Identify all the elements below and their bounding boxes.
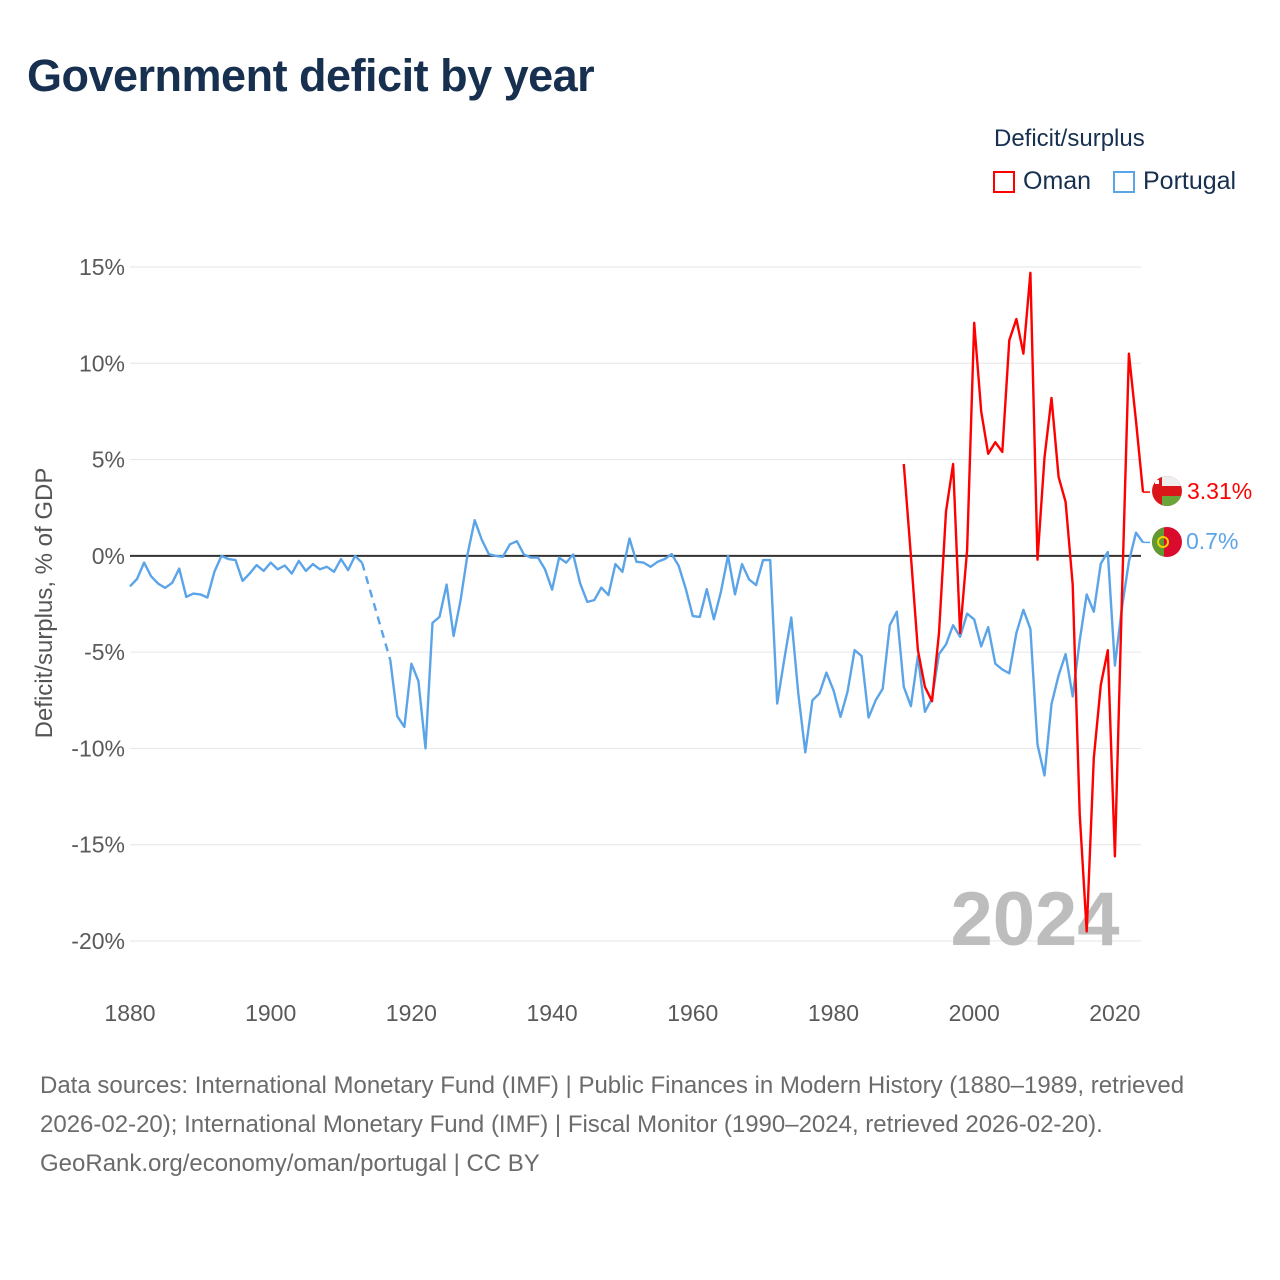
legend-title: Deficit/surplus bbox=[994, 125, 1145, 152]
legend-swatch-portugal bbox=[1113, 170, 1135, 193]
y-tick-label: 0% bbox=[92, 543, 125, 569]
y-tick-label: -5% bbox=[84, 639, 125, 665]
legend-label-oman: Oman bbox=[1023, 167, 1092, 195]
footer: Data sources: International Monetary Fun… bbox=[40, 1066, 1250, 1183]
oman-end-value: 3.31% bbox=[1187, 478, 1252, 504]
y-tick-label: -20% bbox=[71, 928, 125, 954]
y-tick-label: 5% bbox=[92, 447, 125, 473]
y-tick-label: -15% bbox=[71, 832, 125, 858]
oman-flag-icon bbox=[1152, 476, 1182, 506]
series-line-oman bbox=[902, 271, 1145, 933]
x-tick-label: 1920 bbox=[386, 1000, 437, 1026]
y-tick-label: 10% bbox=[79, 350, 125, 376]
x-tick-label: 1980 bbox=[808, 1000, 859, 1026]
oman-end-marker: 3.31% bbox=[1152, 476, 1252, 506]
portugal-end-marker: 0.7% bbox=[1152, 527, 1238, 557]
x-tick-label: 1900 bbox=[245, 1000, 296, 1026]
portugal-end-value: 0.7% bbox=[1186, 528, 1238, 554]
legend-swatch-oman bbox=[993, 170, 1015, 193]
x-tick-label: 1940 bbox=[526, 1000, 577, 1026]
x-tick-label: 1880 bbox=[104, 1000, 155, 1026]
x-tick-label: 2000 bbox=[949, 1000, 1000, 1026]
x-tick-label: 2020 bbox=[1089, 1000, 1140, 1026]
y-axis-label: Deficit/surplus, % of GDP bbox=[31, 468, 58, 739]
data-sources: Data sources: International Monetary Fun… bbox=[40, 1072, 1185, 1138]
y-tick-label: -10% bbox=[71, 735, 125, 761]
x-tick-label: 1960 bbox=[667, 1000, 718, 1026]
series-gap-portugal bbox=[360, 562, 392, 661]
portugal-flag-icon bbox=[1152, 527, 1182, 557]
y-tick-label: 15% bbox=[79, 254, 125, 280]
credit-link[interactable]: GeoRank.org/economy/oman/portugal | CC B… bbox=[40, 1150, 540, 1177]
legend-item-oman[interactable]: Oman bbox=[993, 167, 1091, 196]
chart-title: Government deficit by year bbox=[27, 50, 595, 101]
legend-label-portugal: Portugal bbox=[1143, 167, 1237, 195]
plot-area: 15% 10% 5% 0% -5% -10% -15% -20% 1880 1900 1920 194… bbox=[31, 254, 1252, 1026]
year-watermark: 2024 bbox=[950, 877, 1119, 962]
legend-item-portugal[interactable]: Portugal bbox=[1113, 167, 1236, 196]
series-line-portugal bbox=[129, 519, 1144, 777]
